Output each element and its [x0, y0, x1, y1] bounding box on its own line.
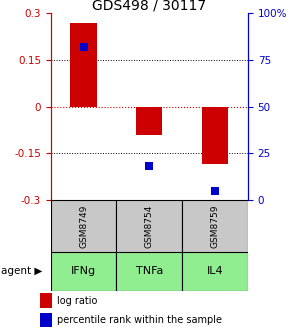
Bar [136, 107, 162, 135]
Text: GSM8749: GSM8749 [79, 204, 88, 248]
Text: percentile rank within the sample: percentile rank within the sample [57, 315, 222, 325]
Bar [182, 200, 248, 252]
Text: agent ▶: agent ▶ [1, 266, 43, 276]
Title: GDS498 / 30117: GDS498 / 30117 [92, 0, 206, 12]
Text: GSM8759: GSM8759 [211, 204, 220, 248]
Bar [117, 252, 182, 291]
Bar [70, 23, 97, 107]
Bar [117, 200, 182, 252]
Bar [51, 252, 117, 291]
Bar [51, 200, 117, 252]
Text: GSM8754: GSM8754 [145, 204, 154, 248]
Text: TNFa: TNFa [136, 266, 163, 276]
Text: log ratio: log ratio [57, 296, 98, 306]
Bar [41, 313, 52, 327]
Text: IFNg: IFNg [71, 266, 96, 276]
Bar [41, 293, 52, 308]
Bar [182, 252, 248, 291]
Text: IL4: IL4 [207, 266, 223, 276]
Point [213, 188, 218, 193]
Bar [202, 107, 228, 164]
Point [81, 44, 86, 50]
Point [147, 164, 152, 169]
